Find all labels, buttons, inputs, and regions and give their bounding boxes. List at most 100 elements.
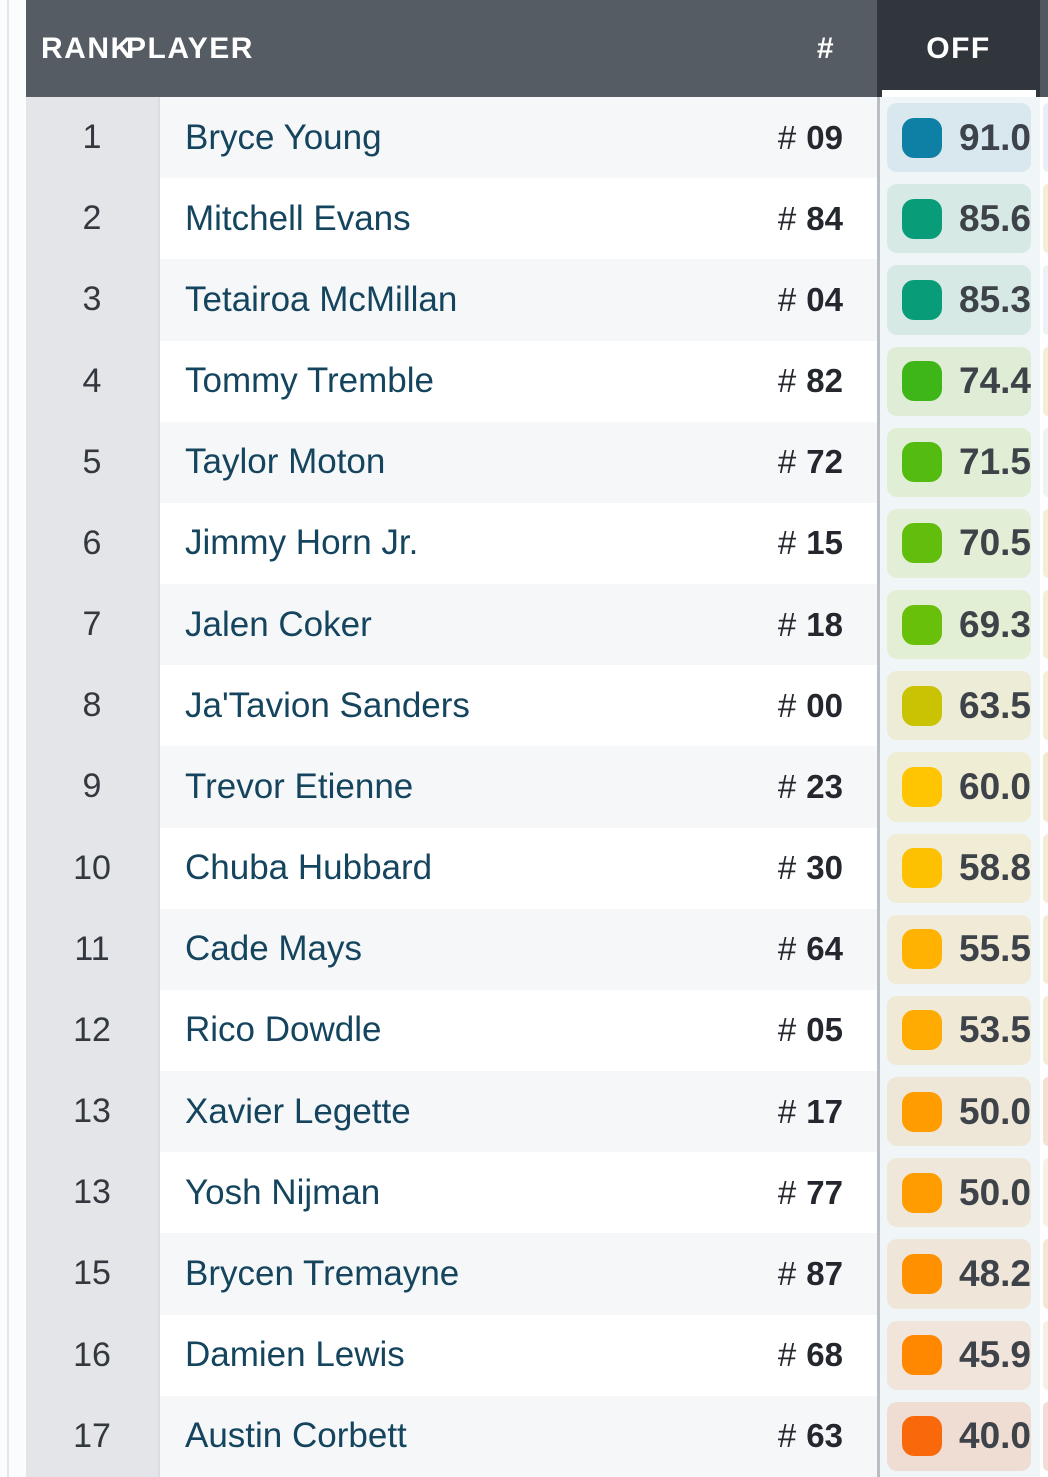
off-grade-cell: 60.0	[877, 746, 1040, 828]
rank-value: 13	[73, 1173, 111, 1212]
table-row[interactable]: 13 Xavier Legette #17 50.0	[26, 1071, 1048, 1153]
table-row[interactable]: 11 Cade Mays #64 55.5	[26, 908, 1048, 990]
rank-value: 16	[73, 1335, 111, 1374]
rank-cell: 5	[26, 421, 160, 503]
grade-color-badge	[902, 279, 942, 320]
player-name-link[interactable]: Cade Mays	[185, 929, 363, 969]
player-name-link[interactable]: Damien Lewis	[185, 1335, 405, 1375]
next-column-cell-partial	[1040, 1152, 1048, 1233]
table-row[interactable]: 4 Tommy Tremble #82 74.4	[26, 340, 1048, 422]
rank-cell: 8	[26, 665, 160, 747]
player-name-link[interactable]: Brycen Tremayne	[185, 1253, 460, 1293]
table-row[interactable]: 9 Trevor Etienne #23 60.0	[26, 746, 1048, 828]
player-name-link[interactable]: Jimmy Horn Jr.	[185, 523, 419, 563]
off-grade-pill: 91.0	[887, 103, 1031, 173]
player-cell: Ja'Tavion Sanders #00	[160, 665, 877, 747]
jersey-hash-symbol: #	[777, 118, 797, 156]
header-rank[interactable]: RANK	[41, 31, 134, 65]
off-grade-cell: 91.0	[877, 97, 1040, 179]
player-name-link[interactable]: Austin Corbett	[185, 1416, 407, 1456]
player-name-link[interactable]: Trevor Etienne	[185, 766, 414, 806]
jersey-hash-symbol: #	[777, 1417, 797, 1455]
next-column-pill-partial	[1043, 1158, 1048, 1228]
grade-color-badge	[902, 1253, 942, 1294]
off-grade-pill: 40.0	[887, 1401, 1031, 1471]
next-column-cell-partial	[1040, 259, 1048, 340]
jersey-number: #82	[778, 362, 843, 400]
off-grade-value: 55.5	[959, 928, 1032, 970]
off-grade-cell: 71.5	[877, 421, 1040, 503]
rank-cell: 9	[26, 746, 160, 828]
jersey-hash-symbol: #	[777, 930, 797, 968]
player-name-link[interactable]: Xavier Legette	[185, 1091, 411, 1131]
grade-color-badge	[902, 361, 942, 402]
off-grade-cell: 40.0	[877, 1395, 1040, 1477]
table-row[interactable]: 6 Jimmy Horn Jr. #15 70.5	[26, 502, 1048, 585]
player-name-link[interactable]: Jalen Coker	[185, 604, 372, 644]
off-grade-value: 50.0	[959, 1171, 1032, 1213]
player-name-link[interactable]: Ja'Tavion Sanders	[185, 685, 470, 725]
off-grade-pill: 85.6	[887, 184, 1031, 254]
player-name-link[interactable]: Taylor Moton	[185, 442, 386, 482]
jersey-hash-symbol: #	[777, 686, 797, 724]
header-jersey-number[interactable]: #	[816, 31, 835, 65]
next-column-pill-partial	[1043, 995, 1048, 1066]
next-column-cell-partial	[1040, 1396, 1048, 1477]
rank-cell: 13	[26, 1152, 160, 1234]
grade-color-badge	[902, 848, 942, 889]
table-row[interactable]: 10 Chuba Hubbard #30 58.8	[26, 827, 1048, 909]
grade-color-badge	[902, 766, 942, 807]
off-grade-pill: 50.0	[887, 1077, 1032, 1147]
header-player[interactable]: PLAYER	[126, 31, 254, 65]
off-grade-pill: 70.5	[887, 508, 1031, 579]
table-row[interactable]: 2 Mitchell Evans #84 85.6	[26, 178, 1048, 260]
table-row[interactable]: 13 Yosh Nijman #77 50.0	[26, 1152, 1048, 1234]
off-grade-value: 69.3	[959, 603, 1032, 645]
jersey-number: #00	[778, 687, 843, 725]
rank-value: 10	[73, 848, 111, 887]
table-row[interactable]: 16 Damien Lewis #68 45.9	[26, 1314, 1048, 1396]
player-name-link[interactable]: Tommy Tremble	[185, 361, 434, 401]
player-cell: Bryce Young #09	[160, 97, 877, 179]
off-grade-pill: 63.5	[887, 671, 1032, 741]
off-grade-value: 50.0	[959, 1090, 1032, 1132]
jersey-number: #84	[778, 200, 843, 238]
rank-value: 6	[82, 523, 102, 562]
jersey-number: #63	[778, 1417, 843, 1455]
off-grade-value: 63.5	[959, 684, 1032, 726]
rank-cell: 3	[26, 259, 160, 341]
table-row[interactable]: 7 Jalen Coker #18 69.3	[26, 584, 1048, 666]
player-name-link[interactable]: Rico Dowdle	[185, 1010, 382, 1050]
rank-cell: 17	[26, 1395, 160, 1477]
next-column-pill-partial	[1043, 1320, 1048, 1390]
table-row[interactable]: 3 Tetairoa McMillan #04 85.3	[26, 259, 1048, 341]
table-row[interactable]: 17 Austin Corbett #63 40.0	[26, 1395, 1048, 1477]
rank-cell: 7	[26, 584, 160, 666]
table-row[interactable]: 15 Brycen Tremayne #87 48.2	[26, 1233, 1048, 1315]
player-cell: Jimmy Horn Jr. #15	[160, 502, 877, 585]
player-name-link[interactable]: Bryce Young	[185, 117, 382, 157]
player-name-link[interactable]: Tetairoa McMillan	[185, 279, 458, 319]
player-cell: Xavier Legette #17	[160, 1071, 877, 1153]
table-row[interactable]: 1 Bryce Young #09 91.0	[26, 97, 1048, 179]
table-row[interactable]: 12 Rico Dowdle #05 53.5	[26, 989, 1048, 1072]
table-row[interactable]: 8 Ja'Tavion Sanders #00 63.5	[26, 665, 1048, 747]
jersey-number: #09	[778, 119, 843, 157]
player-name-link[interactable]: Mitchell Evans	[185, 198, 411, 238]
jersey-number-value: 82	[806, 362, 843, 400]
off-grade-cell: 58.8	[877, 827, 1040, 909]
rank-value: 13	[73, 1092, 111, 1131]
rank-cell: 13	[26, 1071, 160, 1153]
player-name-link[interactable]: Chuba Hubbard	[185, 848, 433, 888]
header-off-sorted[interactable]: OFF	[877, 0, 1040, 97]
player-name-link[interactable]: Yosh Nijman	[185, 1172, 381, 1212]
jersey-number: #23	[778, 768, 843, 806]
jersey-hash-symbol: #	[777, 849, 797, 887]
next-column-pill-partial	[1043, 346, 1048, 416]
jersey-hash-symbol: #	[777, 280, 797, 318]
next-column-pill-partial	[1043, 752, 1048, 822]
table-row[interactable]: 5 Taylor Moton #72 71.5	[26, 421, 1048, 503]
jersey-number-value: 04	[806, 280, 843, 318]
table-header: RANK PLAYER # OFF	[26, 0, 1048, 97]
player-cell: Brycen Tremayne #87	[160, 1233, 877, 1315]
